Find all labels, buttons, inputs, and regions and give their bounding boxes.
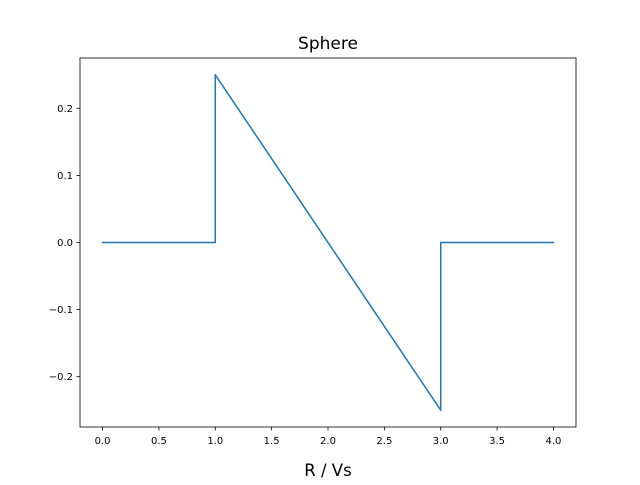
x-tick-label: 2.0 [320, 436, 336, 447]
x-tick-label: 0.0 [95, 436, 111, 447]
chart-title: Sphere [298, 34, 358, 54]
series-line-0 [101, 74, 555, 411]
x-tick-label: 1.0 [207, 436, 223, 447]
x-tick-label: 2.5 [376, 436, 392, 447]
x-tick-label: 3.5 [489, 436, 505, 447]
x-axis-label: R / Vs [304, 461, 351, 480]
y-tick-label: −0.1 [49, 305, 73, 316]
y-tick-label: 0.1 [57, 171, 73, 182]
y-tick-label: 0.2 [57, 104, 73, 115]
y-tick-label: −0.2 [49, 372, 73, 383]
x-tick-label: 0.5 [151, 436, 167, 447]
x-tick-label: 3.0 [433, 436, 449, 447]
x-tick-label: 1.5 [264, 436, 280, 447]
y-tick-label: 0.0 [57, 238, 73, 249]
plot-area: 0.0 0.5 1.0 1.5 2.0 2.5 3.0 3.5 4.0 −0.2 −0.1 0.0 0.… [49, 57, 577, 447]
x-tick-label: 4.0 [546, 436, 562, 447]
